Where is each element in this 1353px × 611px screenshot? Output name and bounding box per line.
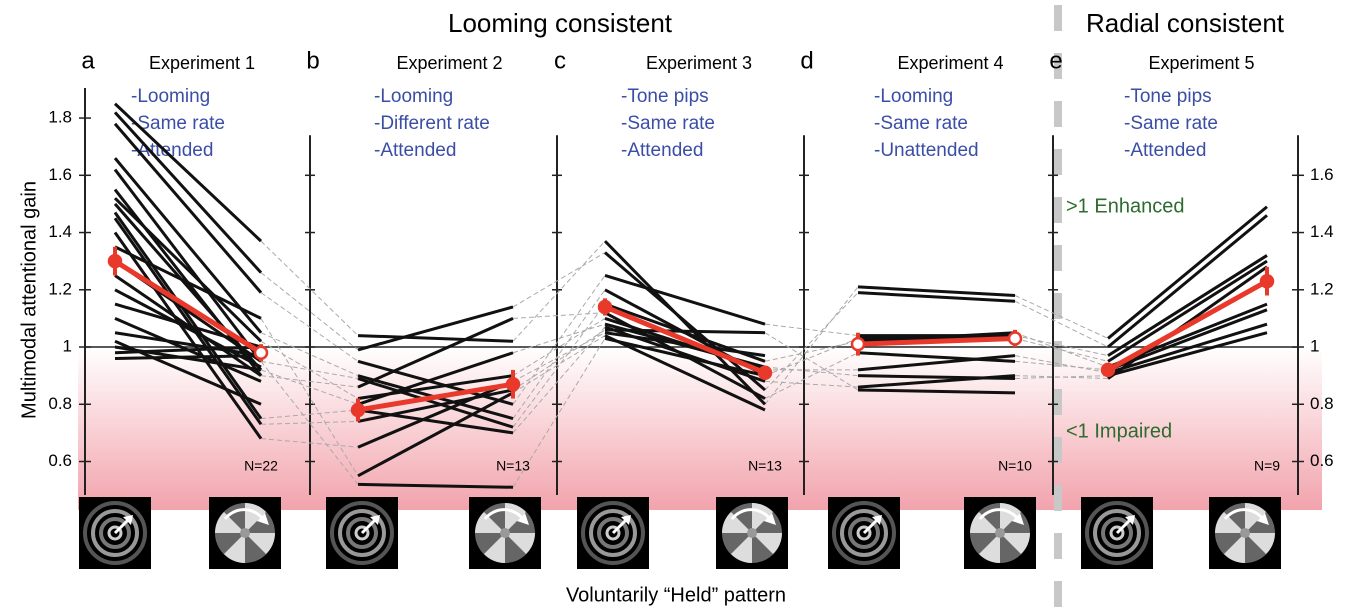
y2-tick-label: 1.6 (1310, 165, 1334, 184)
y2-tick-label: 0.8 (1310, 394, 1334, 413)
panel-title: Experiment 4 (897, 53, 1003, 73)
y2-tick-label: 1.4 (1310, 222, 1334, 241)
condition: -Attended (621, 140, 703, 161)
mean-point (1009, 332, 1021, 344)
panel-title: Experiment 1 (149, 53, 255, 73)
annotation: <1 Impaired (1066, 420, 1172, 442)
x-axis-label: Voluntarily “Held” pattern (566, 584, 786, 606)
mean-point (507, 378, 519, 390)
y-tick-label: 0.8 (48, 394, 72, 413)
condition: -Unattended (874, 140, 979, 161)
stimulus-thumb (79, 497, 151, 569)
stimulus-thumb (964, 497, 1036, 569)
condition: -Looming (874, 86, 953, 107)
condition: -Different rate (374, 113, 490, 134)
y-tick-label: 1.2 (48, 279, 72, 298)
subject-line (358, 336, 513, 342)
mean-point (1102, 364, 1114, 376)
condition: -Attended (374, 140, 456, 161)
group-title: Looming consistent (448, 8, 673, 38)
stimulus-thumb (1209, 497, 1281, 569)
group-title: Radial consistent (1086, 8, 1285, 38)
condition: -Tone pips (1124, 86, 1212, 107)
connector (513, 253, 605, 307)
panel-letter: e (1049, 47, 1062, 74)
panel-letter: a (81, 47, 95, 74)
stimulus-thumb (577, 497, 649, 569)
condition: -Looming (131, 86, 210, 107)
n-label: N=9 (1254, 458, 1280, 474)
y2-tick-label: 1.2 (1310, 279, 1334, 298)
y2-tick-label: 1 (1310, 337, 1319, 356)
mean-point (759, 367, 771, 379)
n-label: N=13 (496, 458, 530, 474)
condition: -Same rate (1124, 113, 1218, 134)
condition: -Tone pips (621, 86, 709, 107)
mean-point (255, 347, 267, 359)
connector (513, 313, 605, 319)
connector (765, 324, 858, 335)
stimulus-thumb (326, 497, 398, 569)
figure: Looming consistent Radial consistent Mul… (0, 0, 1353, 611)
stimulus-thumb (828, 497, 900, 569)
mean-point (852, 338, 864, 350)
panel-letter: b (306, 47, 319, 74)
y2-tick-label: 0.6 (1310, 451, 1334, 470)
n-label: N=22 (244, 458, 278, 474)
panel-title: Experiment 3 (646, 53, 752, 73)
n-label: N=13 (748, 458, 782, 474)
connector (513, 241, 605, 341)
condition: -Attended (1124, 140, 1206, 161)
y-tick-label: 1.8 (48, 108, 72, 127)
panel-letter: c (554, 47, 566, 74)
condition: -Looming (374, 86, 453, 107)
condition: -Same rate (874, 113, 968, 134)
panel-title: Experiment 2 (396, 53, 502, 73)
mean-point (352, 404, 364, 416)
stimulus-thumb (716, 497, 788, 569)
mean-point (109, 255, 121, 267)
mean-point (1261, 275, 1273, 287)
annotation: >1 Enhanced (1066, 195, 1184, 217)
n-label: N=10 (998, 458, 1032, 474)
y-tick-label: 1 (63, 337, 72, 356)
panel-letter: d (800, 47, 813, 74)
y-tick-label: 1.6 (48, 165, 72, 184)
stimulus-thumb (209, 497, 281, 569)
stimulus-thumb (469, 497, 541, 569)
panel-title: Experiment 5 (1148, 53, 1254, 73)
y-axis-label: Multimodal attentional gain (18, 181, 40, 419)
condition: -Same rate (621, 113, 715, 134)
mean-point (599, 301, 611, 313)
stimulus-thumb (1081, 497, 1153, 569)
y-tick-label: 0.6 (48, 451, 72, 470)
subject-line (605, 330, 765, 333)
y-tick-label: 1.4 (48, 222, 72, 241)
